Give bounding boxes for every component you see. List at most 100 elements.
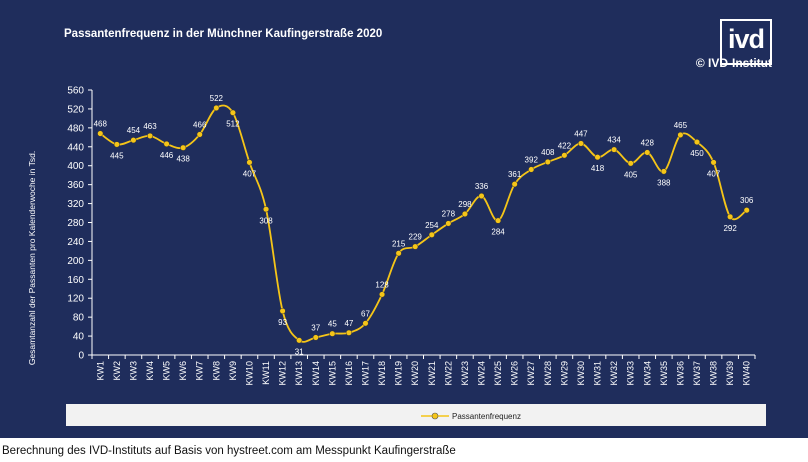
line-chart: 0 40 80 120 160 200 240 280 320 360 400 440 480 520 56… [67,86,756,386]
data-point [644,149,651,156]
y-tick-label: 520 [67,104,84,115]
y-tick-label: 40 [73,332,85,343]
x-tick-label: KW19 [394,361,404,386]
data-point [478,192,485,200]
data-point [611,146,618,153]
data-label: 336 [475,182,489,191]
data-label: 463 [143,122,157,131]
data-label: 405 [624,170,638,179]
x-tick-label: KW33 [626,361,636,386]
data-point [677,131,684,139]
data-label: 438 [176,155,190,164]
data-label: 67 [361,309,370,318]
data-label: 392 [525,156,539,165]
y-tick-label: 280 [67,218,84,229]
data-label: 31 [295,347,304,356]
legend-item: Passantenfrequenz [421,410,521,422]
data-label: 407 [243,169,257,178]
x-tick-label: KW17 [360,361,370,386]
x-tick-label: KW29 [559,361,569,386]
data-point [312,334,319,341]
data-point [113,141,120,148]
data-label: 466 [193,120,207,129]
data-label: 292 [723,224,737,233]
data-point [660,168,667,175]
x-tick-label: KW32 [609,361,619,386]
x-tick-label: KW5 [162,361,172,381]
data-point [544,158,551,165]
x-tick-label: KW38 [709,361,719,386]
data-label: 306 [740,196,754,205]
data-point [561,152,568,159]
x-tick-label: KW25 [493,361,503,386]
data-point [693,139,701,146]
x-tick-label: KW36 [675,361,685,386]
data-point [577,140,585,147]
x-tick-label: KW30 [576,361,586,386]
chart-panel [0,0,808,438]
data-point [594,154,601,161]
data-label: 229 [409,233,423,242]
data-point [495,217,502,224]
legend-label: Passantenfrequenz [452,411,521,421]
data-label: 418 [591,164,605,173]
x-tick-label: KW11 [261,361,271,385]
y-tick-label: 160 [67,275,84,286]
x-tick-label: KW3 [128,361,138,381]
data-point [345,329,352,336]
data-point [246,159,253,166]
y-tick-label: 80 [73,313,85,324]
x-tick-label: KW8 [211,361,221,381]
data-point [180,144,187,151]
y-tick-label: 480 [67,123,84,134]
data-label: 447 [574,129,588,138]
data-point [97,130,104,137]
source-note: Berechnung des IVD-Instituts auf Basis v… [2,445,456,457]
x-tick-label: KW20 [410,361,420,386]
x-tick-label: KW6 [178,361,188,381]
x-tick-label: KW23 [460,361,470,386]
y-tick-label: 360 [67,180,84,191]
data-label: 284 [491,228,505,237]
x-tick-label: KW40 [742,361,752,386]
legend: Passantenfrequenz [66,404,766,426]
data-label: 422 [558,141,572,150]
x-tick-label: KW14 [311,361,321,386]
chart-title: Passantenfrequenz in der Münchner Kaufin… [64,28,383,40]
x-tick-label: KW12 [278,361,288,386]
x-tick-label: KW37 [692,361,702,386]
data-point [511,181,518,188]
ivd-logo: ivd [720,19,772,65]
x-tick-label: KW1 [95,361,105,381]
x-tick-label: KW26 [510,361,520,386]
data-label: 37 [311,323,320,332]
data-label: 254 [425,221,439,230]
x-tick-label: KW21 [427,361,437,386]
x-tick-label: KW31 [593,361,603,386]
data-point [163,140,170,147]
data-point [329,330,336,337]
y-tick-label: 440 [67,142,84,153]
data-label: 407 [707,169,721,178]
y-tick-label: 0 [78,351,84,362]
data-point [262,206,270,213]
x-tick-label: KW22 [443,361,453,386]
x-tick-label: KW34 [642,361,652,386]
x-tick-label: KW18 [377,361,387,386]
y-tick-label: 320 [67,199,84,210]
x-tick-label: KW15 [327,361,337,386]
data-point [362,320,369,327]
logo-text: ivd [727,24,765,54]
y-tick-label: 560 [67,86,84,97]
x-tick-label: KW28 [543,361,553,386]
data-label: 454 [127,126,141,135]
data-point [627,160,634,167]
data-label: 128 [375,280,389,289]
data-label: 446 [160,151,174,160]
x-tick-label: KW39 [725,361,735,386]
data-point [428,231,435,238]
y-tick-label: 400 [67,161,84,172]
data-label: 465 [674,121,688,130]
data-point [130,137,137,144]
y-tick-label: 240 [67,237,84,248]
